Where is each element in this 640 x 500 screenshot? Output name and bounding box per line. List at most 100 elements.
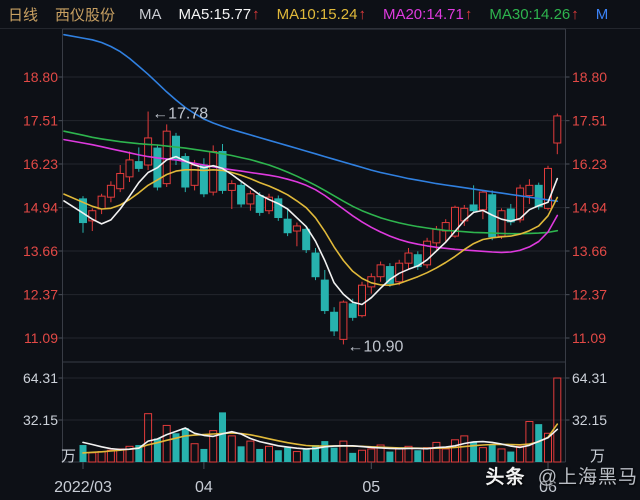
price-axis-label-left: 13.66 xyxy=(23,243,58,259)
price-axis-label-left: 12.37 xyxy=(23,287,58,303)
candle-body xyxy=(116,172,125,190)
up-arrow-icon: ↑ xyxy=(571,5,579,23)
month-label: 05 xyxy=(362,479,380,496)
candle-body xyxy=(544,167,552,209)
candle-body xyxy=(469,204,478,212)
volume-ma5-line xyxy=(82,427,559,451)
volume-bar xyxy=(219,412,226,462)
ma60-line xyxy=(63,33,559,202)
candle-body xyxy=(404,252,413,264)
up-arrow-icon: ↑ xyxy=(464,5,473,23)
candle-body xyxy=(237,184,246,205)
volume-bar xyxy=(349,452,357,462)
volume-axis-label-right: 32.15 xyxy=(572,412,607,428)
volume-bar xyxy=(386,451,394,462)
volume-bar xyxy=(414,450,422,462)
candle-body xyxy=(88,210,97,222)
candle-body xyxy=(330,311,339,332)
volume-bar xyxy=(553,377,562,463)
watermark-handle: @上海黑马 xyxy=(537,467,638,488)
stock-name[interactable]: 西仪股份 xyxy=(55,6,116,24)
candle-body xyxy=(255,194,264,213)
price-annotation: ←10.90 xyxy=(347,338,403,355)
period-selector[interactable]: 日线 xyxy=(8,6,39,24)
candle-body xyxy=(516,187,525,221)
candle-body xyxy=(385,266,394,284)
ma-indicator-label[interactable]: MA xyxy=(139,5,162,23)
volume-bar xyxy=(302,448,310,462)
volume-bar xyxy=(153,438,161,462)
candle-body xyxy=(199,164,208,195)
volume-ma10-line xyxy=(82,423,559,454)
candle-body xyxy=(320,279,329,312)
volume-bar xyxy=(339,440,348,463)
candle-body xyxy=(134,161,143,169)
price-axis-label-right: 17.51 xyxy=(572,113,607,129)
ma5-line xyxy=(63,155,559,306)
candle-body xyxy=(144,137,153,166)
volume-bar xyxy=(190,443,199,463)
volume-axis-label-right: 64.31 xyxy=(572,370,607,386)
price-axis-label-right: 11.09 xyxy=(572,330,606,346)
volume-bar xyxy=(507,451,515,462)
volume-bar xyxy=(312,445,319,462)
volume-bar xyxy=(135,445,143,462)
volume-bar xyxy=(88,452,97,463)
candle-body xyxy=(451,206,459,237)
chart-toolbar: 日线 西仪股份 MA MA5:15.77 ↑ MA10:15.24 ↑ MA20… xyxy=(0,0,640,29)
ma60-label-truncated: M xyxy=(595,5,609,23)
candle-body xyxy=(246,193,255,205)
volume-bar xyxy=(441,448,450,463)
candle-body xyxy=(274,198,283,218)
volume-bar xyxy=(172,433,180,462)
candle-body xyxy=(190,164,199,186)
month-label: 04 xyxy=(195,479,213,496)
candle-body xyxy=(181,156,190,188)
volume-bar xyxy=(395,448,404,463)
candle-body xyxy=(311,252,320,278)
price-axis-label-right: 16.23 xyxy=(572,156,607,172)
ma20-legend: MA20:14.71 ↑ xyxy=(383,6,472,23)
volume-bar xyxy=(376,444,385,463)
volume-bar xyxy=(367,448,376,463)
volume-axis-label-left: 32.15 xyxy=(23,412,58,428)
volume-unit-left: 万 xyxy=(61,448,76,465)
candle-body xyxy=(423,240,432,266)
price-axis-label-left: 11.09 xyxy=(24,330,58,346)
volume-bar xyxy=(478,447,487,463)
volume-bar xyxy=(488,445,496,462)
ma20-line xyxy=(63,138,559,254)
price-axis-label-left: 16.23 xyxy=(23,156,58,172)
up-arrow-icon: ↑ xyxy=(358,5,366,23)
volume-bar xyxy=(97,451,106,463)
ma30-legend: MA30:14.26 ↑ xyxy=(489,6,578,23)
month-label: 06 xyxy=(539,479,557,496)
price-axis-label-left: 18.80 xyxy=(23,69,58,85)
candle-body xyxy=(432,228,441,244)
volume-bar xyxy=(227,435,236,463)
price-annotation: ←17.78 xyxy=(152,106,208,123)
volume-bar xyxy=(144,413,153,463)
price-axis-label-right: 14.94 xyxy=(572,200,607,216)
volume-bar xyxy=(256,448,264,462)
price-axis-label-left: 14.94 xyxy=(23,200,58,216)
volume-bar xyxy=(181,428,189,462)
volume-bar xyxy=(330,447,338,462)
month-label: 2022/03 xyxy=(54,479,112,496)
volume-bar xyxy=(162,424,171,463)
candle-body xyxy=(106,184,115,198)
candle-body xyxy=(265,196,273,212)
candle-body xyxy=(97,195,106,210)
candle-body xyxy=(209,150,218,193)
volume-bar xyxy=(460,435,469,463)
candle-body xyxy=(358,284,366,317)
candle-body xyxy=(283,218,292,234)
candle-body xyxy=(376,264,385,278)
ma10-value: MA10:15.24 xyxy=(276,5,358,23)
price-axis-label-right: 18.80 xyxy=(572,69,607,85)
candle-body xyxy=(534,184,543,208)
volume-bar xyxy=(516,445,525,463)
volume-bar xyxy=(209,430,218,463)
